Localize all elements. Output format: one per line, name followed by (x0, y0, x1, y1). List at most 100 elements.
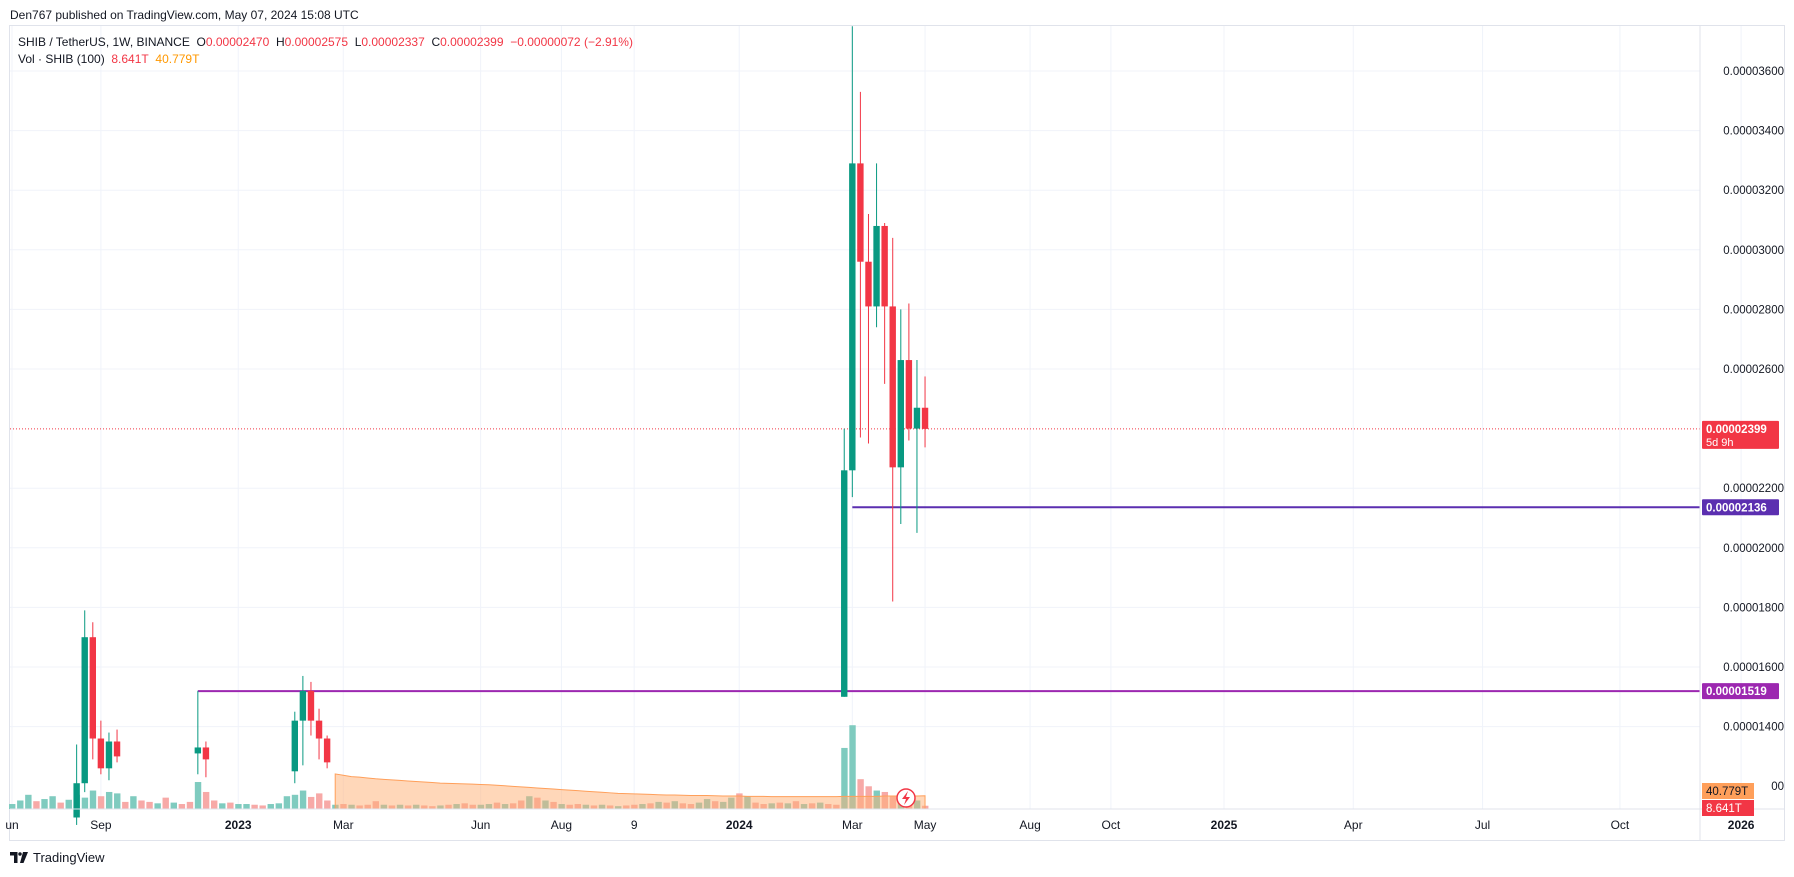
volume-bar (105, 791, 113, 809)
x-tick-label: 2025 (1211, 818, 1238, 832)
change-value: −0.00000072 (−2.91%) (510, 35, 633, 49)
volume-bar (17, 800, 24, 809)
current-price-tag-text: 0.00002399 (1706, 424, 1767, 436)
x-tick-label: Sep (90, 818, 112, 832)
volume-bar (9, 804, 16, 809)
volume-bar (243, 804, 250, 809)
candle-body (105, 741, 113, 769)
volume-bar (33, 801, 40, 809)
volume-bar (235, 804, 242, 809)
current-price-tag-text: 5d 9h (1706, 437, 1734, 449)
y-tick-label: 0.00002000 (1723, 543, 1784, 555)
candle-body (897, 360, 904, 468)
axis-layer: 0.00003600 0.00003400 0.00003200 0.00003000… (5, 26, 1784, 840)
footer: TradingView (10, 850, 105, 865)
open-value: 0.00002470 (205, 35, 270, 49)
volume-ma-tag-text: 40.779T (1706, 786, 1748, 798)
x-tick-label: May (914, 818, 937, 832)
x-tick-label: 2024 (726, 818, 753, 832)
candle-body (194, 747, 202, 754)
volume-bar (146, 801, 153, 809)
ohlc-row: SHIB / TetherUS, 1W, BINANCE O0.00002470… (18, 34, 633, 51)
volume-bar (25, 794, 32, 809)
volume-bar (283, 796, 291, 809)
volume-bar (114, 793, 121, 809)
candle-body (307, 690, 315, 721)
level-1-tag-text: 0.00002136 (1706, 502, 1767, 514)
levels-layer (10, 428, 1700, 693)
y-tick-label: 0.00003400 (1723, 126, 1784, 138)
candle-body (873, 225, 880, 307)
volume-bar (849, 725, 856, 809)
y-tick-label: 0.00001400 (1723, 722, 1784, 734)
candle-body (73, 783, 80, 818)
candle-body (865, 261, 872, 307)
candle-body (113, 741, 121, 757)
volume-tag: 8.641T (1702, 800, 1754, 816)
volume-bar (170, 802, 177, 809)
y-tick-label: 0.00003000 (1723, 245, 1784, 257)
volume-bar (227, 802, 234, 809)
volume-bar (65, 799, 72, 809)
volume-ma-value: 40.779T (155, 52, 200, 66)
x-tick-label: Jul (1475, 818, 1490, 832)
high-value: 0.00002575 (284, 35, 349, 49)
volume-bar (57, 802, 64, 809)
volume-bar (97, 796, 105, 809)
symbol-label[interactable]: SHIB / TetherUS, 1W, BINANCE (18, 35, 190, 49)
volume-bar (857, 779, 864, 809)
volume-bar (162, 797, 169, 809)
volume-bar (186, 801, 194, 809)
x-tick-label: Apr (1344, 818, 1363, 832)
x-tick-label: 2023 (225, 818, 252, 832)
volume-bar (316, 793, 323, 809)
current-price-tag-bg (1702, 420, 1779, 449)
x-tick-label: 2026 (1728, 818, 1755, 832)
chart-frame (9, 25, 1785, 841)
high-label: H (275, 35, 285, 49)
volume-bar (202, 791, 210, 809)
candle-body (315, 720, 323, 739)
volume-row: Vol · SHIB (100) 8.641T 40.779T (18, 51, 633, 68)
volume-ma-tag: 40.779T (1702, 783, 1754, 799)
candle-body (889, 306, 896, 468)
x-tick-label: Oct (1102, 818, 1121, 832)
y-tick-label: 0.00001600 (1723, 662, 1784, 674)
volume-bar (41, 799, 48, 809)
volume-bar (259, 805, 266, 809)
y-tick-label: 00 (1771, 781, 1784, 793)
x-tick-label: un (5, 818, 18, 832)
y-tick-label: 0.00001800 (1723, 602, 1784, 614)
candle-body (857, 163, 864, 262)
level-2-tag: 0.00001519 (1702, 683, 1779, 700)
y-tick-label: 0.00002800 (1723, 304, 1784, 316)
volume-bar (122, 801, 129, 809)
volume-bar (841, 747, 848, 809)
volume-bar (324, 800, 331, 809)
low-label: L (354, 35, 362, 49)
volume-bar (178, 804, 186, 809)
volume-bar (219, 803, 226, 809)
lightning-bolt (902, 791, 910, 805)
volume-ma-tag-bg (1702, 783, 1754, 799)
y-tick-label: 0.00003200 (1723, 185, 1784, 197)
open-label: O (196, 35, 206, 49)
tradingview-logo-icon (10, 852, 28, 863)
volume-indicator-label[interactable]: Vol · SHIB (100) (18, 52, 105, 66)
candle-body (905, 360, 913, 429)
candle-body (202, 747, 210, 760)
candle-body (881, 225, 888, 307)
candle-body (921, 407, 929, 429)
volume-bar (299, 790, 307, 809)
candle-body (89, 637, 96, 739)
volume-bar (291, 794, 299, 809)
y-tick-label: 0.00002200 (1723, 483, 1784, 495)
close-value: 0.00002399 (440, 35, 504, 49)
volume-tag-bg (1702, 800, 1754, 816)
volume-bar (81, 797, 89, 809)
footer-brand[interactable]: TradingView (33, 850, 105, 865)
volume-bar (89, 790, 97, 809)
